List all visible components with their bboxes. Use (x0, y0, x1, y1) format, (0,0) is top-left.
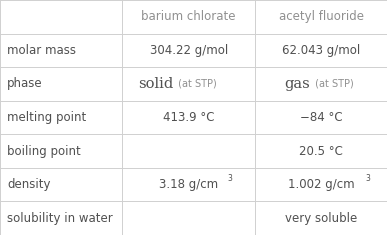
Text: 20.5 °C: 20.5 °C (299, 145, 343, 158)
Text: 62.043 g/mol: 62.043 g/mol (282, 44, 360, 57)
Text: density: density (7, 178, 50, 191)
Text: 304.22 g/mol: 304.22 g/mol (149, 44, 228, 57)
Text: solubility in water: solubility in water (7, 212, 113, 225)
Text: (at STP): (at STP) (175, 79, 217, 89)
Text: 3: 3 (228, 174, 233, 183)
Text: gas: gas (284, 77, 310, 91)
Text: phase: phase (7, 77, 43, 90)
Text: very soluble: very soluble (285, 212, 357, 225)
Text: 1.002 g/cm: 1.002 g/cm (288, 178, 354, 191)
Text: barium chlorate: barium chlorate (141, 10, 236, 23)
Text: molar mass: molar mass (7, 44, 76, 57)
Text: (at STP): (at STP) (312, 79, 353, 89)
Text: 3: 3 (365, 174, 370, 183)
Text: 413.9 °C: 413.9 °C (163, 111, 214, 124)
Text: melting point: melting point (7, 111, 86, 124)
Text: 3.18 g/cm: 3.18 g/cm (159, 178, 218, 191)
Text: boiling point: boiling point (7, 145, 81, 158)
Text: acetyl fluoride: acetyl fluoride (279, 10, 364, 23)
Text: −84 °C: −84 °C (300, 111, 342, 124)
Text: solid: solid (138, 77, 173, 91)
